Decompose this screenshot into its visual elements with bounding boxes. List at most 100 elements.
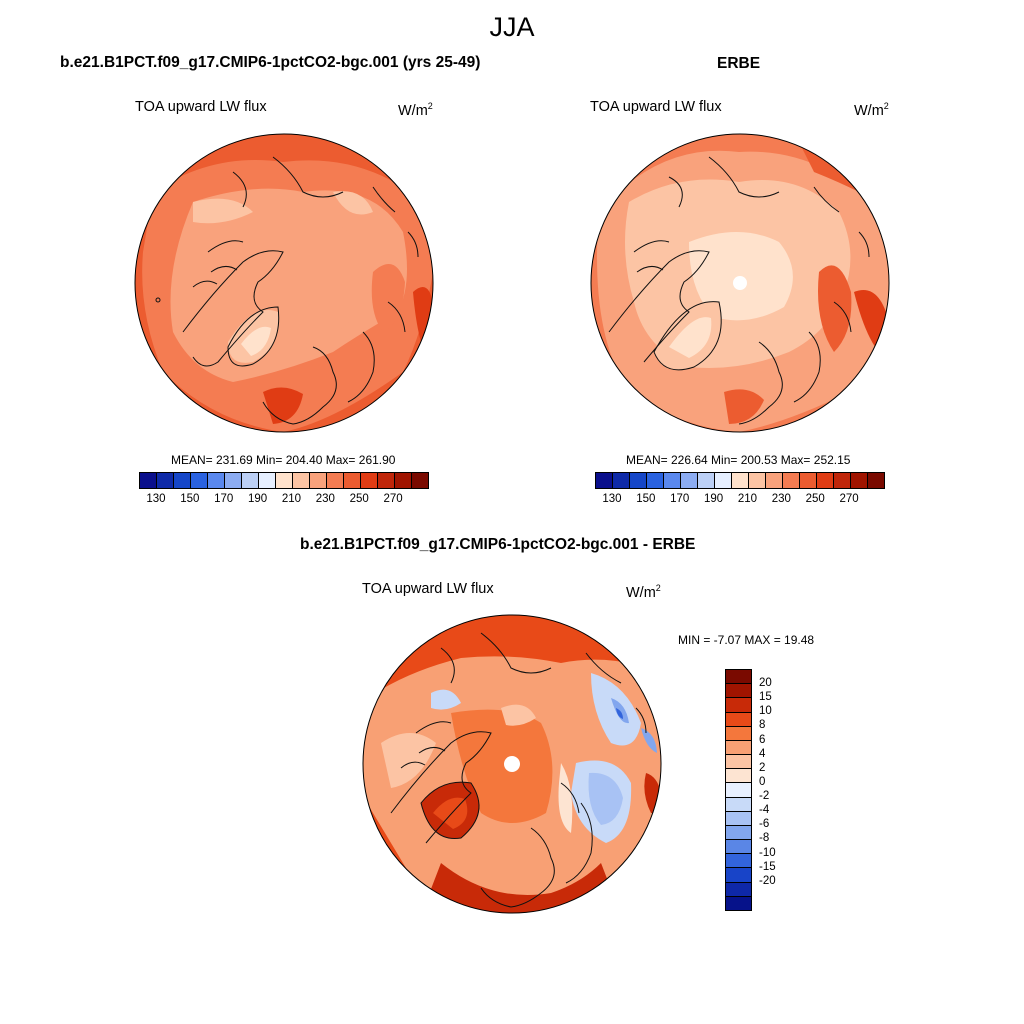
- colorbar-cell: [293, 473, 310, 488]
- colorbar-cell: [191, 473, 208, 488]
- colorbar-tick-label: 8: [759, 719, 766, 732]
- panel3-colorbar-ticks: 20 15 10 8 6 4 2 0 -2 -4 -6 -8 -10 -15 -20: [759, 669, 799, 909]
- panel2-colorbar-ticks: 130 150 170 190 210 230 250 270: [595, 493, 883, 509]
- colorbar-cell: [732, 473, 749, 488]
- colorbar-tick-label: 15: [759, 691, 772, 704]
- colorbar-tick-label: -20: [759, 874, 776, 887]
- colorbar-cell: [749, 473, 766, 488]
- colorbar-tick-label: 210: [737, 493, 758, 505]
- colorbar-tick-label: -2: [759, 790, 770, 803]
- colorbar-cell: [726, 769, 751, 784]
- colorbar-cell: [378, 473, 395, 488]
- colorbar-cell: [613, 473, 630, 488]
- colorbar-cell: [726, 726, 751, 741]
- colorbar-tick-label: 190: [247, 493, 268, 505]
- panel2-variable: TOA upward LW flux: [590, 99, 722, 115]
- colorbar-cell: [726, 783, 751, 798]
- colorbar-tick-label: 4: [759, 747, 766, 760]
- colorbar-tick-label: 270: [839, 493, 859, 505]
- colorbar-cell: [361, 473, 378, 488]
- colorbar-cell: [800, 473, 817, 488]
- colorbar-tick-label: 210: [281, 493, 302, 505]
- colorbar-cell: [344, 473, 361, 488]
- colorbar-cell: [140, 473, 157, 488]
- colorbar-cell: [726, 755, 751, 770]
- panel2-units: W/m2: [854, 101, 889, 119]
- colorbar-tick-label: 150: [636, 493, 656, 505]
- colorbar-cell: [259, 473, 276, 488]
- panel3-variable: TOA upward LW flux: [362, 581, 494, 597]
- panel3-units: W/m2: [626, 583, 661, 601]
- colorbar-cell: [817, 473, 834, 488]
- panel2-polar-map: [590, 133, 890, 433]
- colorbar-tick-label: 170: [670, 493, 690, 505]
- colorbar-cell: [174, 473, 191, 488]
- colorbar-cell: [647, 473, 664, 488]
- colorbar-tick-label: 2: [759, 761, 766, 774]
- panel1-stats: MEAN= 231.69 Min= 204.40 Max= 261.90: [171, 453, 396, 467]
- panel1-variable: TOA upward LW flux: [135, 99, 267, 115]
- colorbar-cell: [726, 712, 751, 727]
- colorbar-cell: [726, 840, 751, 855]
- colorbar-tick-label: 270: [383, 493, 403, 505]
- panel1-colorbar: [139, 472, 429, 489]
- colorbar-cell: [395, 473, 412, 488]
- panel3-polar-map: [362, 614, 662, 914]
- colorbar-cell: [664, 473, 681, 488]
- colorbar-cell: [310, 473, 327, 488]
- colorbar-cell: [630, 473, 647, 488]
- colorbar-tick-label: 250: [805, 493, 825, 505]
- colorbar-cell: [698, 473, 715, 488]
- colorbar-tick-label: -6: [759, 818, 770, 831]
- colorbar-cell: [726, 811, 751, 826]
- colorbar-tick-label: -8: [759, 832, 770, 845]
- colorbar-cell: [726, 854, 751, 869]
- colorbar-cell: [715, 473, 732, 488]
- colorbar-cell: [208, 473, 225, 488]
- colorbar-cell: [726, 868, 751, 883]
- panel2-title: ERBE: [717, 55, 761, 72]
- colorbar-tick-label: 130: [602, 493, 622, 505]
- colorbar-cell: [225, 473, 242, 488]
- colorbar-cell: [726, 797, 751, 812]
- colorbar-tick-label: 130: [146, 493, 166, 505]
- colorbar-cell: [726, 670, 751, 685]
- figure-title: JJA: [489, 12, 535, 42]
- colorbar-cell: [681, 473, 698, 488]
- colorbar-cell: [726, 698, 751, 713]
- panel3-stats: MIN = -7.07 MAX = 19.48: [678, 633, 815, 647]
- panel1-polar-map: [134, 133, 434, 433]
- panel3-pole-hole: [504, 756, 520, 772]
- colorbar-cell: [868, 473, 884, 488]
- panel2-colorbar: [595, 472, 885, 489]
- colorbar-tick-label: 170: [214, 493, 234, 505]
- colorbar-cell: [412, 473, 428, 488]
- colorbar-cell: [726, 684, 751, 699]
- colorbar-cell: [327, 473, 344, 488]
- colorbar-tick-label: 20: [759, 677, 772, 690]
- colorbar-tick-label: 230: [771, 493, 791, 505]
- colorbar-cell: [834, 473, 851, 488]
- panel2-stats: MEAN= 226.64 Min= 200.53 Max= 252.15: [626, 453, 851, 467]
- colorbar-cell: [766, 473, 783, 488]
- colorbar-cell: [726, 825, 751, 841]
- colorbar-tick-label: -4: [759, 804, 770, 817]
- colorbar-cell: [157, 473, 174, 488]
- colorbar-tick-label: 0: [759, 775, 766, 788]
- colorbar-tick-label: 150: [180, 493, 200, 505]
- panel1-colorbar-ticks: 130 150 170 190 210 230 250 270: [139, 493, 427, 509]
- panel1-title: b.e21.B1PCT.f09_g17.CMIP6-1pctCO2-bgc.00…: [60, 54, 481, 71]
- colorbar-cell: [276, 473, 293, 488]
- colorbar-cell: [726, 896, 751, 910]
- colorbar-tick-label: 10: [759, 705, 772, 718]
- colorbar-cell: [726, 740, 751, 756]
- colorbar-tick-label: -10: [759, 846, 776, 859]
- colorbar-tick-label: -15: [759, 860, 776, 873]
- colorbar-cell: [851, 473, 868, 488]
- colorbar-cell: [242, 473, 259, 488]
- colorbar-cell: [726, 882, 751, 897]
- colorbar-tick-label: 230: [315, 493, 335, 505]
- colorbar-tick-label: 6: [759, 733, 766, 746]
- panel1-units: W/m2: [398, 101, 433, 119]
- colorbar-cell: [783, 473, 800, 488]
